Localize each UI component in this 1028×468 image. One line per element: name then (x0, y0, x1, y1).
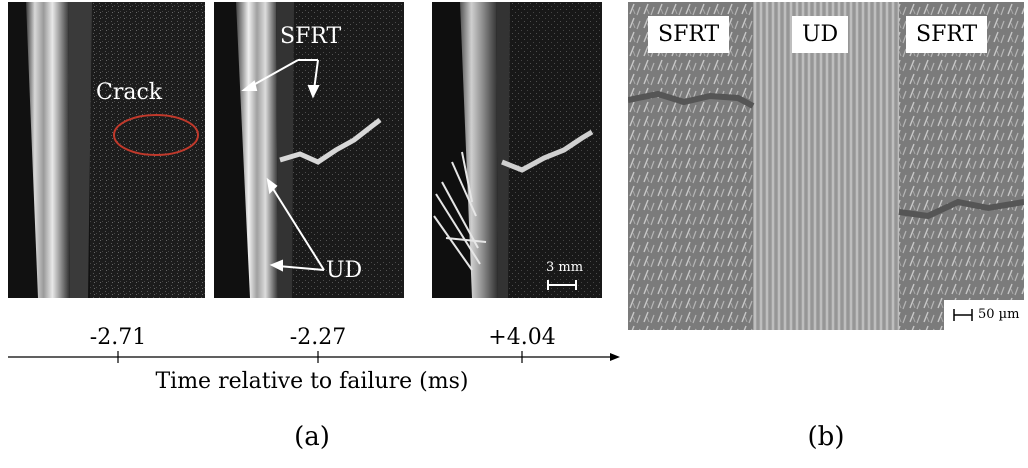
label-ud: UD (792, 16, 849, 53)
crack-ellipse (113, 114, 199, 156)
caption-b: (b) (807, 422, 845, 452)
tick-label-2: -2.27 (289, 325, 347, 350)
label-sfrt-left: SFRT (648, 16, 730, 53)
tick-label-3: +4.04 (488, 325, 556, 350)
scale-bar-50um (953, 309, 973, 321)
crack-path (279, 118, 382, 165)
scale-bar-50um-label: 50 µm (978, 307, 1020, 322)
crack-label: Crack (96, 80, 163, 105)
timeline-axis (8, 351, 620, 363)
sfrt-annotation: SFRT (280, 24, 342, 49)
tick-label-1: -2.71 (89, 325, 147, 350)
micrograph-image: SFRT UD SFRT 50 µm (628, 2, 1024, 330)
ud-annotation: UD (326, 258, 363, 283)
scale-bar-3mm-label: 3 mm (546, 260, 584, 275)
caption-a: (a) (294, 422, 330, 452)
timeline-axis-label: Time relative to failure (ms) (155, 369, 469, 394)
frame-1-image: Crack (8, 2, 205, 298)
label-sfrt-right: SFRT (906, 16, 988, 53)
frame-3-image: 3 mm (432, 2, 602, 298)
frame-2-image: SFRT UD (214, 2, 404, 298)
scale-bar-50um-box: 50 µm (944, 300, 1024, 330)
